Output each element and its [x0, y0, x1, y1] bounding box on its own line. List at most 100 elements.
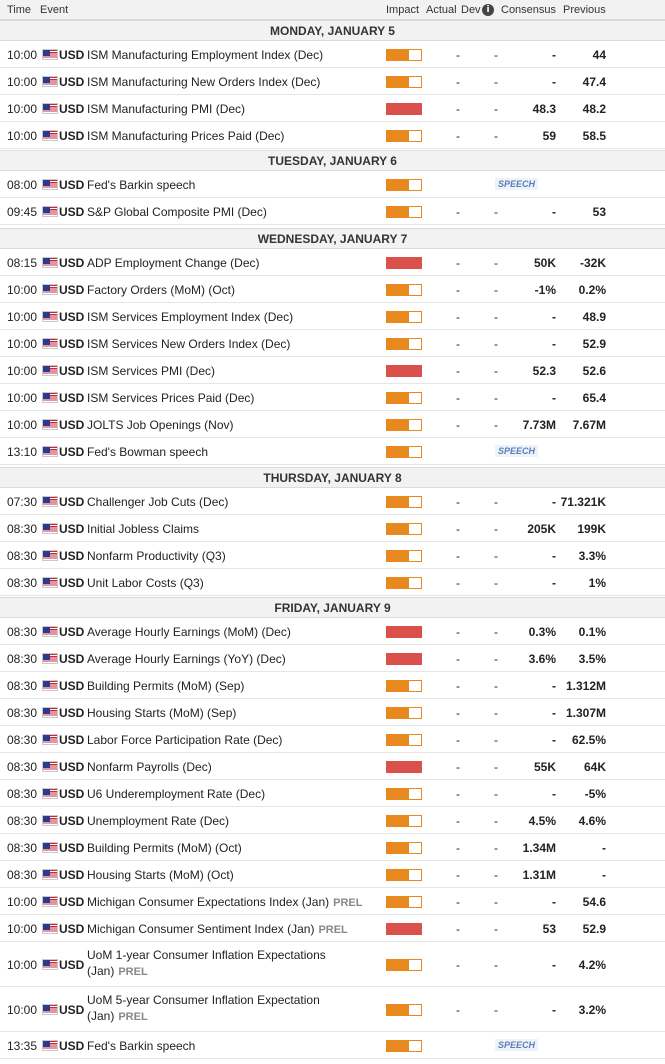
impact-medium-bar	[386, 496, 422, 508]
header-event[interactable]: Event	[40, 4, 69, 16]
event-name[interactable]: ISM Manufacturing Employment Index (Dec)	[87, 48, 323, 62]
actual-value: -	[456, 576, 460, 590]
event-name[interactable]: Fed's Bowman speech	[87, 445, 208, 459]
event-name[interactable]: Michigan Consumer Sentiment Index (Jan) P…	[87, 922, 348, 936]
header-actual[interactable]: Actual	[426, 4, 457, 16]
event-row[interactable]: 08:30 USD Average Hourly Earnings (YoY) (D…	[0, 645, 665, 672]
previous-value: 199K	[577, 522, 606, 536]
consensus-value: 52.3	[532, 364, 556, 378]
event-name[interactable]: ISM Manufacturing New Orders Index (Dec)	[87, 75, 320, 89]
event-row[interactable]: 10:00 USD Michigan Consumer Expectations I…	[0, 888, 665, 915]
previous-value: 0.2%	[578, 283, 606, 297]
event-row[interactable]: 08:30 USD Nonfarm Productivity (Q3) - - - 3.3%	[0, 542, 665, 569]
dev-value: -	[494, 1003, 498, 1017]
event-row[interactable]: 08:30 USD Housing Starts (MoM) (Oct) - - 1.31…	[0, 861, 665, 888]
event-name[interactable]: ISM Services PMI (Dec)	[87, 364, 215, 378]
event-row[interactable]: 08:30 USD Initial Jobless Claims - - 205K 199K	[0, 515, 665, 542]
event-name[interactable]: Building Permits (MoM) (Sep)	[87, 679, 244, 693]
event-row[interactable]: 10:00 USD ISM Services Employment Index (D…	[0, 303, 665, 330]
event-row[interactable]: 10:00 USD ISM Manufacturing Employment Ind…	[0, 41, 665, 68]
event-name[interactable]: Factory Orders (MoM) (Oct)	[87, 283, 235, 297]
event-row[interactable]: 08:15 USD ADP Employment Change (Dec) - - 50K…	[0, 249, 665, 276]
event-row[interactable]: 08:30 USD Labor Force Participation Rate (…	[0, 726, 665, 753]
event-row[interactable]: 10:00 USD ISM Manufacturing PMI (Dec) - - 48.…	[0, 95, 665, 122]
event-row[interactable]: 10:00 USD Factory Orders (MoM) (Oct) - - -1% 0…	[0, 276, 665, 303]
us-flag-icon	[42, 49, 58, 60]
header-time[interactable]: Time	[7, 4, 32, 16]
event-row[interactable]: 10:00 USD JOLTS Job Openings (Nov) - - 7.73M 7…	[0, 411, 665, 438]
event-name-text: Nonfarm Payrolls (Dec)	[87, 760, 212, 774]
event-name[interactable]: Labor Force Participation Rate (Dec)	[87, 733, 282, 747]
event-row[interactable]: 10:00 USD ISM Services Prices Paid (Dec) - -…	[0, 384, 665, 411]
event-row[interactable]: 08:30 USD Building Permits (MoM) (Sep) - - -1…	[0, 672, 665, 699]
previous-value: 54.6	[582, 895, 606, 909]
consensus-value: -	[552, 549, 556, 563]
event-name[interactable]: UoM 1-year Consumer Inflation Expectatio…	[87, 947, 382, 980]
event-name[interactable]: Fed's Barkin speech	[87, 178, 195, 192]
previous-value: 53	[592, 205, 606, 219]
event-row[interactable]: 13:35 USD Fed's Barkin speech SPEECH	[0, 1032, 665, 1059]
event-row[interactable]: 10:00 USD ISM Manufacturing New Orders Ind…	[0, 68, 665, 95]
us-flag-icon	[42, 896, 58, 907]
event-name[interactable]: Nonfarm Productivity (Q3)	[87, 549, 226, 563]
event-row[interactable]: 13:10 USD Fed's Bowman speech SPEECH	[0, 438, 665, 465]
dev-value: -	[494, 576, 498, 590]
event-currency: USD	[59, 522, 85, 536]
header-dev[interactable]: Dev	[461, 4, 481, 16]
event-name[interactable]: Unit Labor Costs (Q3)	[87, 576, 204, 590]
event-name[interactable]: Nonfarm Payrolls (Dec)	[87, 760, 212, 774]
event-row[interactable]: 08:30 USD Unemployment Rate (Dec) - - 4.5% 4.6…	[0, 807, 665, 834]
event-name[interactable]: Average Hourly Earnings (YoY) (Dec)	[87, 652, 286, 666]
event-time: 10:00	[7, 102, 38, 116]
event-row[interactable]: 09:45 USD S&P Global Composite PMI (Dec) - -…	[0, 198, 665, 225]
actual-value: -	[456, 895, 460, 909]
event-row[interactable]: 10:00 USD ISM Services New Orders Index (D…	[0, 330, 665, 357]
event-row[interactable]: 10:00 USD UoM 1-year Consumer Inflation Ex…	[0, 942, 665, 987]
dev-value: -	[494, 922, 498, 936]
event-name[interactable]: ISM Manufacturing Prices Paid (Dec)	[87, 129, 284, 143]
event-name[interactable]: Michigan Consumer Expectations Index (Ja…	[87, 895, 362, 909]
event-name[interactable]: Unemployment Rate (Dec)	[87, 814, 229, 828]
impact-high-bar	[386, 626, 422, 638]
event-row[interactable]: 07:30 USD Challenger Job Cuts (Dec) - - -71.3…	[0, 488, 665, 515]
event-name[interactable]: ISM Manufacturing PMI (Dec)	[87, 102, 245, 116]
impact-high-bar	[386, 653, 422, 665]
event-row[interactable]: 10:00 USD Michigan Consumer Sentiment Inde…	[0, 915, 665, 942]
event-name[interactable]: Building Permits (MoM) (Oct)	[87, 841, 242, 855]
us-flag-icon	[42, 392, 58, 403]
event-name[interactable]: ADP Employment Change (Dec)	[87, 256, 260, 270]
us-flag-icon	[42, 284, 58, 295]
event-row[interactable]: 10:00 USD UoM 5-year Consumer Inflation Ex…	[0, 987, 665, 1032]
dev-value: -	[494, 129, 498, 143]
event-name[interactable]: ISM Services Prices Paid (Dec)	[87, 391, 254, 405]
event-row[interactable]: 10:00 USD ISM Manufacturing Prices Paid (D…	[0, 122, 665, 149]
event-row[interactable]: 08:30 USD Building Permits (MoM) (Oct) - - 1.…	[0, 834, 665, 861]
event-name[interactable]: Average Hourly Earnings (MoM) (Dec)	[87, 625, 291, 639]
event-name[interactable]: Housing Starts (MoM) (Oct)	[87, 868, 234, 882]
previous-value: 1.307M	[565, 706, 606, 720]
event-name[interactable]: ISM Services New Orders Index (Dec)	[87, 337, 290, 351]
event-currency: USD	[59, 283, 85, 297]
header-consensus[interactable]: Consensus	[501, 4, 557, 16]
header-impact[interactable]: Impact	[386, 4, 420, 16]
event-name[interactable]: S&P Global Composite PMI (Dec)	[87, 205, 267, 219]
event-row[interactable]: 08:00 USD Fed's Barkin speech SPEECH	[0, 171, 665, 198]
event-row[interactable]: 08:30 USD Housing Starts (MoM) (Sep) - - -1.3…	[0, 699, 665, 726]
event-row[interactable]: 08:30 USD Unit Labor Costs (Q3) - - - 1%	[0, 569, 665, 596]
event-row[interactable]: 08:30 USD Nonfarm Payrolls (Dec) - - 55K 64K	[0, 753, 665, 780]
event-name[interactable]: U6 Underemployment Rate (Dec)	[87, 787, 265, 801]
event-name[interactable]: Fed's Barkin speech	[87, 1039, 195, 1053]
info-icon[interactable]: i	[482, 4, 494, 16]
event-row[interactable]: 08:30 USD Average Hourly Earnings (MoM) (D…	[0, 618, 665, 645]
event-name[interactable]: Challenger Job Cuts (Dec)	[87, 495, 228, 509]
consensus-value: 59	[542, 129, 556, 143]
event-name[interactable]: Initial Jobless Claims	[87, 522, 199, 536]
event-name[interactable]: JOLTS Job Openings (Nov)	[87, 418, 234, 432]
event-name[interactable]: ISM Services Employment Index (Dec)	[87, 310, 293, 324]
header-previous[interactable]: Previous	[563, 4, 606, 16]
event-row[interactable]: 10:00 USD ISM Services PMI (Dec) - - 52.3 52.6	[0, 357, 665, 384]
event-name[interactable]: Housing Starts (MoM) (Sep)	[87, 706, 236, 720]
event-row[interactable]: 08:30 USD U6 Underemployment Rate (Dec) - - -…	[0, 780, 665, 807]
previous-value: 3.2%	[578, 1003, 606, 1017]
event-name[interactable]: UoM 5-year Consumer Inflation Expectatio…	[87, 992, 382, 1025]
